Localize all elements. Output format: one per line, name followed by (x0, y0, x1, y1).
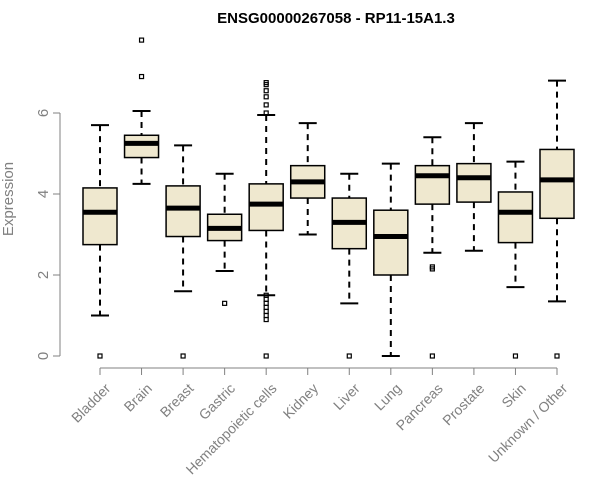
chart-title: ENSG00000267058 - RP11-15A1.3 (217, 10, 455, 27)
outlier-point (138, 73, 145, 80)
iqr-box (414, 164, 451, 205)
iqr-box (456, 162, 492, 203)
box-lung (373, 162, 409, 357)
box-gastric (206, 172, 243, 306)
iqr-box (248, 183, 284, 232)
box-bladder (82, 124, 118, 359)
box-brain (123, 37, 160, 185)
outlier-point (180, 353, 186, 359)
box-liver (331, 172, 368, 359)
outlier-point (554, 353, 560, 359)
iqr-box (82, 187, 118, 246)
outlier-point (263, 110, 269, 116)
y-tick-label: 6 (35, 109, 52, 117)
box-breast (165, 144, 201, 359)
outlier-point (263, 94, 269, 100)
box-hematopoietic-cells (248, 80, 284, 359)
outlier-point (263, 304, 269, 310)
outlier-point (263, 80, 269, 86)
outlier-point (222, 300, 228, 306)
outlier-point (263, 312, 269, 319)
x-tick-label: Bladder (68, 380, 114, 426)
box-prostate (456, 122, 492, 252)
outlier-point (263, 316, 269, 323)
box-skin (497, 160, 534, 359)
iqr-box (165, 185, 201, 238)
x-tick-label: Kidney (280, 380, 322, 422)
outlier-point (346, 353, 352, 359)
outlier-point (97, 353, 103, 359)
y-axis-label: Expression (0, 162, 17, 236)
box-pancreas (414, 136, 451, 359)
outlier-point (263, 292, 269, 298)
outlier-point (263, 102, 269, 108)
x-tick-label: Unknown / Other (485, 380, 571, 466)
y-axis: 0 2 4 6 (35, 109, 61, 360)
boxes-layer (82, 37, 575, 359)
iqr-box (123, 134, 160, 159)
x-tick-label: Breast (157, 380, 197, 420)
iqr-box (497, 191, 534, 244)
iqr-box (373, 209, 409, 276)
y-tick-label: 2 (35, 271, 52, 279)
outlier-point (263, 300, 269, 306)
x-tick-label: Liver (330, 380, 363, 413)
x-tick-label: Prostate (439, 380, 487, 428)
x-tick-label: Skin (498, 380, 529, 411)
x-tick-label: Lung (371, 380, 404, 413)
y-tick-label: 4 (35, 190, 52, 198)
outlier-point (263, 308, 269, 315)
outlier-point (429, 264, 435, 270)
outlier-point (263, 88, 269, 94)
outlier-point (512, 353, 519, 359)
outlier-point (263, 353, 269, 359)
box-kidney (289, 122, 326, 236)
outlier-point (429, 353, 435, 359)
box-unknown-other (539, 79, 575, 359)
y-tick-label: 0 (35, 352, 52, 360)
x-tick-label: Brain (121, 380, 155, 414)
iqr-box (539, 148, 575, 220)
outlier-point (138, 37, 145, 43)
outlier-point (263, 296, 269, 302)
